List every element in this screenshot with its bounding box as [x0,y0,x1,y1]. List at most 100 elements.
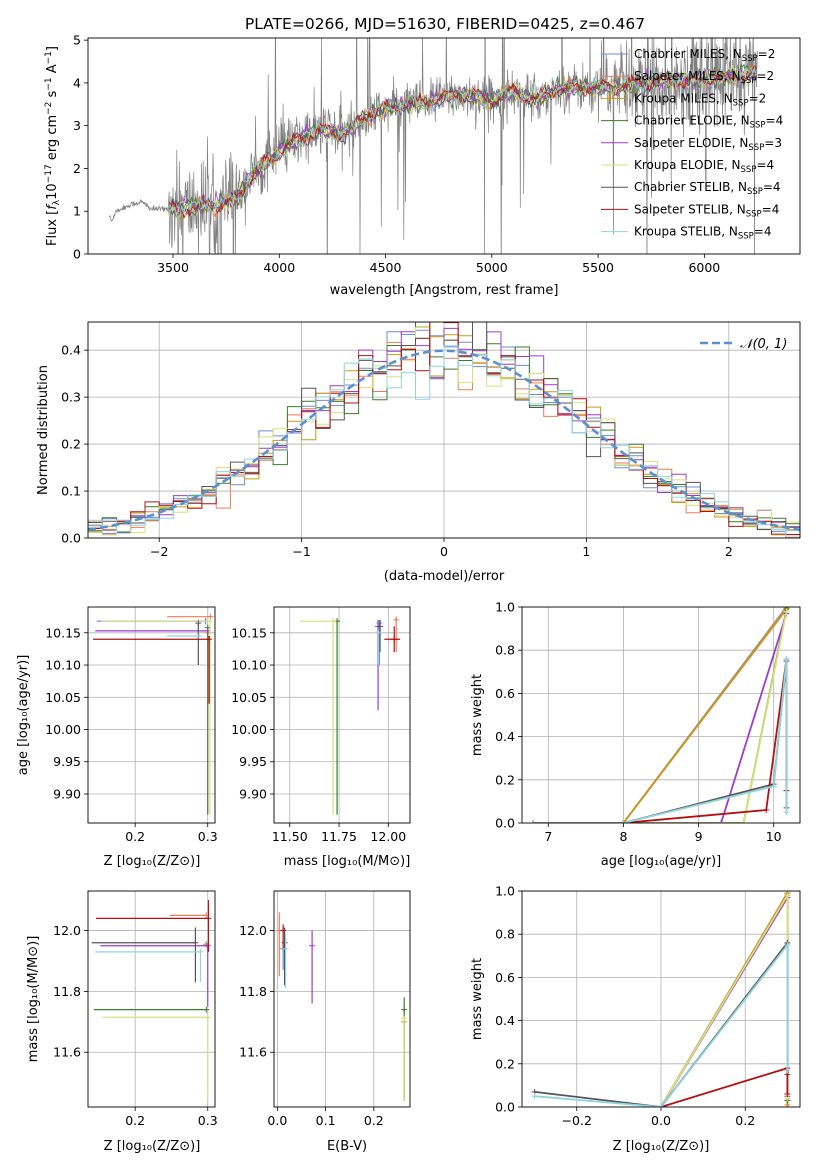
x-tick-label: 6000 [688,260,720,275]
x-tick-label: 11.50 [272,829,308,844]
plot-area-age_vs_Z [88,607,215,823]
x-tick-label: 0.1 [316,1113,336,1128]
errorbar-point [282,933,289,989]
x-tick-label: 5500 [582,260,614,275]
x-tick-label: −2 [150,544,168,559]
x-axis-label: wavelength [Angstrom, rest frame] [330,283,559,298]
point-marker [377,623,384,630]
point-marker [195,620,202,627]
y-axis-label: mass weight [470,958,485,1040]
legend-entry: Chabrier ELODIE, NSSP=4 [634,114,783,131]
point-marker [196,633,203,640]
x-tick-label: 5000 [476,260,508,275]
legend-entry: Salpeter ELODIE, NSSP=3 [634,136,782,153]
y-tick-label: 2 [73,161,81,176]
x-tick-label: 12.00 [370,829,406,844]
x-tick-label: 0.0 [267,1113,287,1128]
errorbar-point [195,620,202,666]
x-tick-label: 0 [440,544,448,559]
x-axis-label: E(B-V) [327,1139,367,1154]
point-marker [197,948,204,955]
y-tick-label: 0.4 [61,343,81,358]
y-tick-label: 0.0 [61,531,81,546]
point-marker [530,820,537,823]
point-marker [401,1006,408,1013]
axes-frame [87,321,801,539]
y-tick-label: 1.0 [495,884,515,899]
point-marker [784,892,791,899]
point-marker [658,1104,664,1107]
x-axis-label: Z [log₁₀(Z/Z⊙)] [104,1139,201,1154]
plot-area-age_vs_mass [274,607,410,823]
x-tick-label: −1 [292,544,310,559]
point-marker [280,927,287,934]
point-marker [204,942,211,949]
point-marker [206,618,213,625]
mass-weight-line [660,892,789,1107]
y-tick-label: 9.90 [239,786,267,801]
y-tick-label: 0.3 [61,390,81,405]
errorbar-point [100,942,211,1007]
y-tick-label: 0.6 [495,686,515,701]
model-spectrum-line [168,66,757,218]
histogram-step-line [88,322,800,535]
y-tick-label: 9.95 [239,754,267,769]
errorbar-point [95,900,212,952]
x-tick-label: 0.3 [198,1113,218,1128]
x-tick-label: 4000 [263,260,295,275]
y-tick-label: 0.8 [495,927,515,942]
point-marker [205,915,212,922]
point-marker [783,655,790,662]
x-tick-label: 0.2 [125,829,145,844]
plot-area-residuals [88,322,800,538]
y-tick-label: 0.0 [495,816,515,831]
y-axis-label: mass weight [470,674,485,756]
axes-mass_vs_Z: 0.2 0.3 11.6 11.8 12.0 Z [log₁₀(Z/Z⊙)] mass [l… [26,890,218,1154]
y-tick-label: 0 [73,247,81,262]
point-marker [620,820,627,823]
axes-frame [521,606,801,824]
y-tick-label: 10.15 [45,625,81,640]
legend-entry: Kroupa MILES, NSSP=2 [634,91,766,108]
x-tick-label: 3500 [157,260,189,275]
point-marker [531,1093,538,1100]
mass-weight-line [534,942,789,1107]
y-tick-label: 12.0 [239,923,267,938]
y-tick-label: 3 [73,118,81,133]
errorbar-point [101,618,213,815]
axes-age_vs_Z: 0.2 0.3 9.90 9.95 10.00 10.05 10.10 10.15 Z [log… [16,606,218,869]
errorbar-point [401,1015,408,1101]
histogram-step-line [88,345,800,537]
y-tick-label: 0.4 [495,1013,515,1028]
legend-entry: Kroupa STELIB, NSSP=4 [634,225,772,242]
y-tick-label: 10.05 [231,690,267,705]
y-tick-label: 0.2 [61,437,81,452]
gaussian-reference-line [88,349,800,532]
point-marker [309,942,316,949]
point-marker [393,616,400,623]
y-tick-label: 10.00 [231,722,267,737]
point-marker [375,629,382,636]
y-axis-label: Normed distribution [36,365,51,495]
errorbar-point [280,924,287,949]
point-marker [281,939,288,946]
point-marker [203,1006,210,1013]
y-tick-label: 4 [73,75,81,90]
y-tick-label: 10.00 [45,722,81,737]
x-tick-label: 10 [766,829,782,844]
y-tick-label: 11.6 [239,1045,267,1060]
legend-entry: Chabrier STELIB, NSSP=4 [634,180,781,197]
errorbar-point [93,1006,210,1013]
errorbar-point [375,629,382,666]
axes-spectrum: 3500 4000 4500 5000 5500 6000 0 1 2 3 4 5 wavelength… [44,33,801,298]
y-tick-label: 0.8 [495,643,515,658]
legend-entry: Kroupa ELODIE, NSSP=4 [634,158,774,175]
y-tick-label: 12.0 [53,923,81,938]
x-tick-label: 4500 [370,260,402,275]
errorbar-point [377,619,384,653]
point-marker [391,636,398,643]
x-tick-label: 0.2 [735,1113,755,1128]
point-marker [770,783,777,790]
y-tick-label: 9.95 [53,754,81,769]
point-marker [282,945,289,952]
